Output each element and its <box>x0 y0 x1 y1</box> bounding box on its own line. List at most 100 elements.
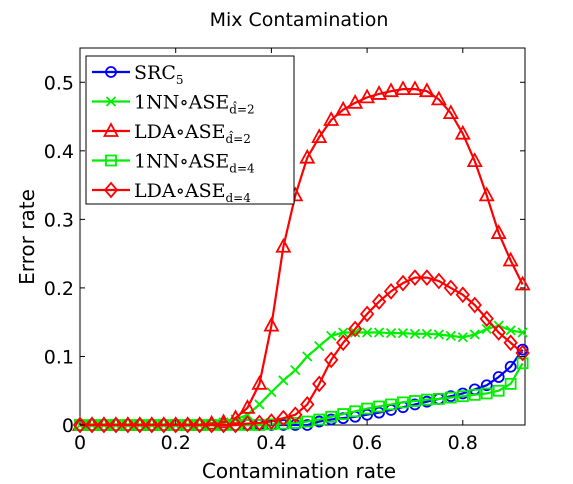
data-point <box>504 377 517 390</box>
data-point <box>108 416 124 434</box>
data-point <box>312 375 327 393</box>
data-point <box>335 100 352 116</box>
x-tick-label: 0.2 <box>161 432 191 454</box>
data-point <box>289 417 302 429</box>
legend-label-name: SRC <box>134 62 176 84</box>
x-tick-label: 0.8 <box>448 432 478 454</box>
data-point <box>323 111 340 126</box>
data-point <box>491 324 506 341</box>
data-point <box>72 416 88 434</box>
data-point <box>254 399 265 410</box>
data-point <box>156 416 171 434</box>
data-point <box>239 398 256 414</box>
data-point <box>492 371 505 383</box>
data-point <box>373 327 385 338</box>
legend: SRC51NN∘ASEd̂=2LDA∘ASEd̂=21NN∘ASEd=4LDA∘… <box>85 55 295 205</box>
y-tick-label: 0 <box>62 415 74 437</box>
data-point <box>335 334 351 352</box>
legend-label-name: LDA∘ASE <box>134 180 226 202</box>
data-point <box>301 415 314 428</box>
data-point <box>492 384 505 397</box>
data-point <box>490 224 507 239</box>
y-axis-label: Error rate <box>15 189 39 285</box>
data-point <box>455 286 470 304</box>
data-point <box>418 82 435 98</box>
data-point <box>514 275 531 291</box>
data-point <box>397 328 409 339</box>
data-point <box>505 325 516 336</box>
data-point <box>314 341 325 352</box>
data-point <box>502 251 519 267</box>
data-point <box>361 408 373 421</box>
legend-label: LDA∘ASEd=4 <box>134 180 251 205</box>
data-point <box>383 282 399 300</box>
data-point <box>311 128 328 144</box>
data-point <box>480 379 493 392</box>
data-point <box>409 328 421 339</box>
data-point <box>96 416 112 434</box>
data-point <box>515 344 530 362</box>
legend-label-subscript: d=4 <box>229 162 255 176</box>
data-point <box>359 88 376 104</box>
data-point <box>503 334 518 352</box>
legend-item: 1NN∘ASEd̂=2 <box>92 92 255 117</box>
data-point <box>278 375 289 386</box>
data-point <box>478 186 495 202</box>
data-point <box>456 390 469 403</box>
data-point <box>432 393 445 405</box>
data-point <box>324 351 339 369</box>
data-point <box>299 148 316 164</box>
data-point <box>469 329 480 340</box>
data-point <box>347 93 364 109</box>
data-point <box>302 351 313 362</box>
legend-item: LDA∘ASEd=4 <box>92 180 251 205</box>
data-point <box>264 413 279 430</box>
data-point <box>481 323 492 335</box>
series-4 <box>72 269 530 434</box>
y-tick-label: 0.3 <box>44 209 74 231</box>
data-point <box>300 396 315 413</box>
data-point <box>359 305 375 323</box>
y-tick-label: 0.5 <box>44 72 74 94</box>
legend-label-name: 1NN∘ASE <box>134 151 229 173</box>
x-tick-label: 0.6 <box>352 432 382 454</box>
data-point <box>480 387 493 400</box>
x-tick-label: 0.4 <box>256 432 286 454</box>
data-point <box>431 272 447 290</box>
y-tick-label: 0.4 <box>44 141 74 163</box>
data-point <box>421 393 433 406</box>
data-point <box>516 357 529 370</box>
data-point <box>120 416 136 434</box>
data-point <box>288 406 303 424</box>
data-point <box>276 409 291 427</box>
data-point <box>479 310 494 328</box>
data-point <box>216 416 231 434</box>
data-point <box>204 416 219 434</box>
data-point <box>338 327 349 338</box>
legend-label-subscript: d̂=2 <box>226 129 251 146</box>
legend-marker <box>105 66 117 78</box>
data-point <box>397 396 409 409</box>
data-point <box>383 82 400 98</box>
data-point <box>347 320 363 338</box>
legend-item: LDA∘ASEd̂=2 <box>92 121 251 146</box>
data-point <box>240 415 255 433</box>
data-point <box>442 104 459 120</box>
legend-marker <box>105 96 117 107</box>
data-point <box>180 416 195 434</box>
legend-item: SRC5 <box>92 62 184 87</box>
legend-marker <box>103 181 119 199</box>
data-point <box>421 328 433 339</box>
x-tick-label: 0 <box>74 432 86 454</box>
data-point <box>444 391 457 404</box>
y-tick-label: 0.2 <box>44 278 74 300</box>
data-point <box>251 374 268 390</box>
data-point <box>290 365 301 376</box>
legend-marker <box>102 122 120 137</box>
data-point <box>263 316 280 332</box>
data-point <box>409 395 421 407</box>
x-axis-label: Contamination rate <box>202 459 396 483</box>
series-line <box>80 276 524 427</box>
legend-label-name: 1NN∘ASE <box>134 92 229 114</box>
